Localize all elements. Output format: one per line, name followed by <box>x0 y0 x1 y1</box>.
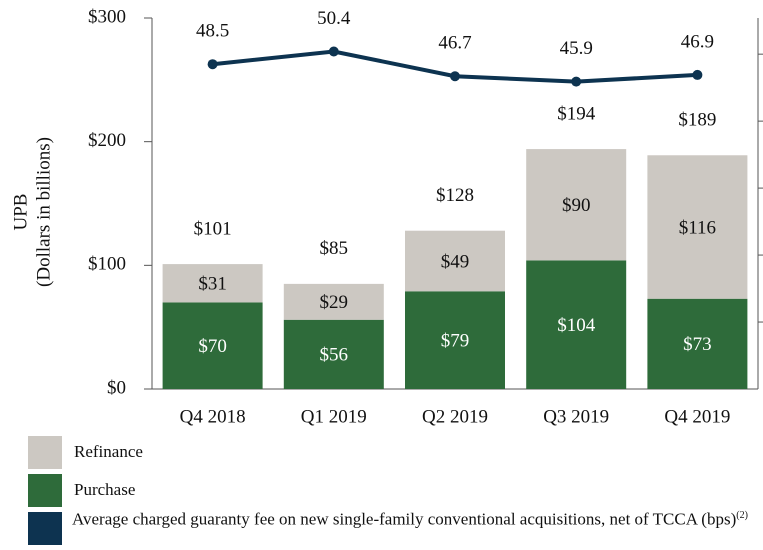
x-tick-label: Q4 2018 <box>180 406 246 427</box>
legend-swatch <box>28 436 62 469</box>
total-label: $101 <box>194 218 232 239</box>
bar-segment <box>283 283 384 320</box>
bar-label: $90 <box>562 195 591 216</box>
bar-segment <box>405 291 505 389</box>
line-label: 45.9 <box>560 38 593 59</box>
bar-segment <box>647 155 748 299</box>
line-label: 50.4 <box>317 8 351 29</box>
bar-label: $73 <box>683 334 712 355</box>
line-point <box>328 46 339 57</box>
bar-segment <box>283 319 384 389</box>
x-tick-label: Q4 2019 <box>664 406 730 427</box>
total-label: $194 <box>557 103 596 124</box>
bar-label: $49 <box>441 251 470 272</box>
legend-label: Purchase <box>74 480 135 499</box>
line-label: 46.9 <box>681 31 714 52</box>
line-point <box>571 76 582 87</box>
bar-label: $104 <box>557 315 596 336</box>
y-tick-label: $0 <box>107 377 126 398</box>
bar-segment <box>526 260 627 389</box>
line-label: 48.5 <box>196 21 229 42</box>
bar-label: $70 <box>198 336 227 357</box>
y-axis-label: UPB <box>10 194 31 231</box>
line-point <box>207 59 218 70</box>
legend-label-box: Average charged guaranty fee on new sing… <box>72 506 757 529</box>
bar-segment <box>162 264 263 303</box>
legend-swatch <box>28 512 62 545</box>
bar-segment <box>647 298 748 389</box>
x-tick-label: Q2 2019 <box>422 406 488 427</box>
total-label: $189 <box>678 110 716 131</box>
legend-swatch <box>28 474 62 507</box>
bar-label: $56 <box>320 345 349 366</box>
line-point <box>450 71 460 82</box>
bar-segment <box>526 149 627 261</box>
y-axis-label: (Dollars in billions) <box>33 137 54 287</box>
bar-label: $29 <box>320 292 349 313</box>
total-label: $85 <box>320 238 349 259</box>
total-label: $128 <box>436 185 474 206</box>
line-label: 46.7 <box>438 33 471 54</box>
line-point <box>692 69 703 80</box>
x-tick-label: Q1 2019 <box>301 406 367 427</box>
legend-label: Average charged guaranty fee on new sing… <box>72 506 757 529</box>
y-tick-label: $200 <box>88 130 126 151</box>
bar-label: $79 <box>441 331 470 352</box>
x-tick-label: Q3 2019 <box>543 406 609 427</box>
legend-text: Average charged guaranty fee on new sing… <box>72 509 737 529</box>
legend-label: Refinance <box>74 442 143 461</box>
bar-label: $31 <box>198 274 227 295</box>
bar-label: $116 <box>679 217 716 238</box>
legend-footnote: (2) <box>736 510 748 521</box>
y-tick-label: $300 <box>88 6 126 27</box>
y-tick-label: $100 <box>88 254 126 275</box>
bar-segment <box>162 302 263 389</box>
bar-segment <box>405 230 505 292</box>
